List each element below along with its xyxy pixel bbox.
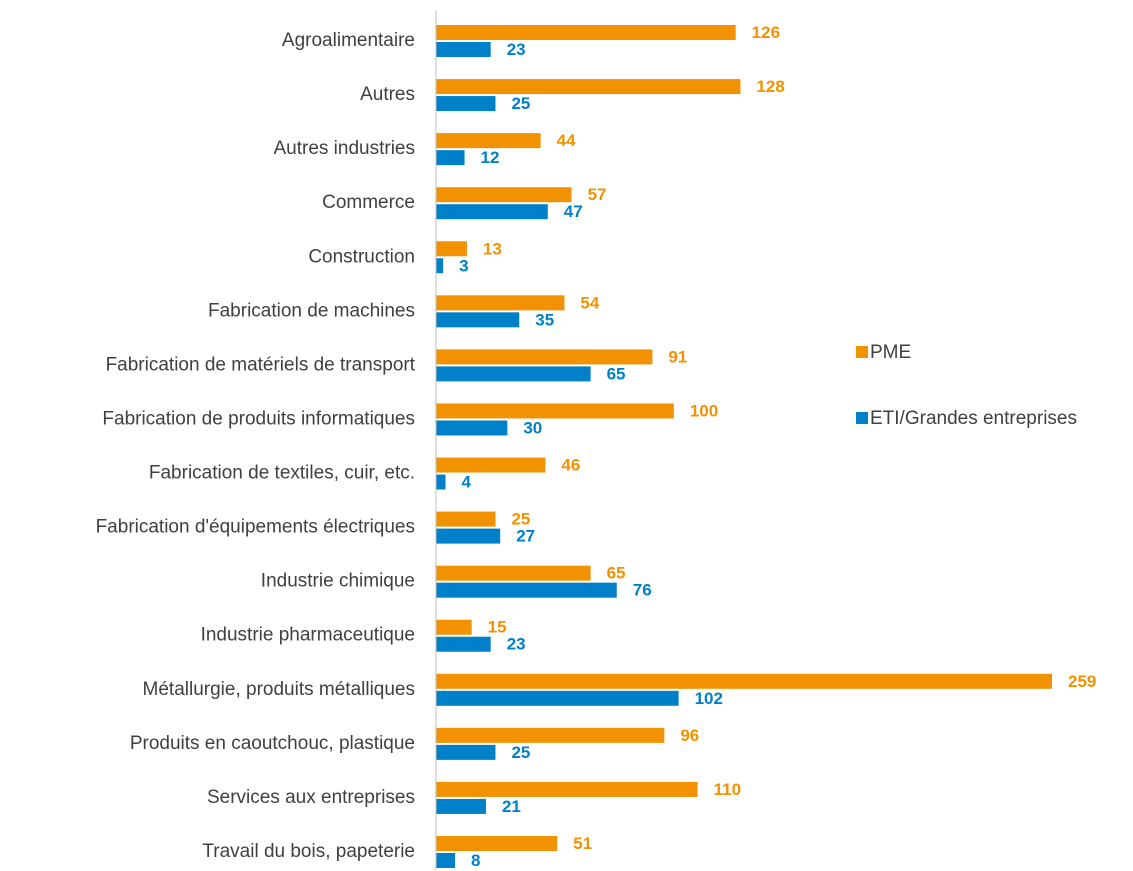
category-label: Autres industries — [273, 138, 415, 159]
category-label: Autres — [360, 84, 415, 105]
data-label: 110 — [714, 780, 741, 799]
data-label: 100 — [690, 401, 718, 420]
data-label: 259 — [1068, 672, 1096, 691]
data-label: 23 — [507, 40, 526, 59]
category-label: Fabrication de produits informatiques — [102, 408, 415, 429]
bar — [436, 312, 520, 328]
bar — [436, 798, 486, 814]
data-label: 8 — [471, 851, 480, 870]
bar — [436, 96, 496, 112]
bar — [436, 474, 446, 490]
bar — [436, 187, 572, 203]
bar — [436, 744, 496, 760]
bar — [436, 295, 565, 311]
data-label: 47 — [564, 202, 583, 221]
data-label: 35 — [535, 310, 554, 329]
bar — [436, 511, 496, 527]
data-label: 96 — [680, 726, 699, 745]
category-label: Industrie chimique — [261, 571, 415, 592]
category-label: Services aux entreprises — [207, 787, 415, 808]
data-label: 128 — [756, 77, 784, 96]
data-label: 46 — [561, 456, 580, 475]
category-label: Fabrication de matériels de transport — [106, 354, 416, 375]
data-label: 4 — [462, 473, 472, 492]
data-label: 23 — [507, 635, 526, 654]
category-label: Fabrication d'équipements électriques — [96, 517, 415, 538]
category-label: Fabrication de machines — [208, 300, 415, 321]
data-label: 54 — [580, 293, 599, 312]
bar — [436, 258, 444, 274]
bar — [436, 781, 698, 797]
bar — [436, 673, 1052, 689]
data-label: 30 — [523, 418, 542, 437]
bar — [436, 366, 591, 382]
data-label: 91 — [668, 347, 687, 366]
bar — [436, 204, 548, 220]
bar — [436, 133, 541, 149]
legend-label: PME — [870, 342, 911, 363]
bar — [436, 528, 501, 544]
bar — [436, 25, 736, 40]
bar — [436, 150, 465, 166]
data-label: 65 — [607, 564, 626, 583]
data-label: 25 — [511, 743, 530, 762]
bar — [436, 420, 508, 436]
bar — [436, 619, 472, 635]
data-label: 102 — [695, 689, 723, 708]
data-label: 44 — [557, 131, 576, 150]
data-label: 13 — [483, 239, 502, 258]
bar — [436, 241, 467, 257]
category-label: Métallurgie, produits métalliques — [143, 679, 415, 700]
data-label: 126 — [752, 23, 780, 42]
bar — [436, 403, 674, 419]
bar — [436, 690, 679, 706]
data-label: 15 — [488, 618, 507, 637]
data-label: 76 — [633, 581, 652, 600]
bar — [436, 349, 653, 365]
data-label: 27 — [516, 527, 535, 546]
data-label: 3 — [459, 256, 468, 275]
data-label: 51 — [573, 834, 592, 853]
bar — [436, 79, 741, 95]
data-label: 57 — [588, 185, 607, 204]
bar — [436, 836, 558, 851]
legend-swatch — [856, 412, 868, 424]
data-label: 12 — [481, 148, 500, 167]
category-label: Agroalimentaire — [282, 30, 415, 51]
bar — [436, 727, 665, 743]
category-label: Travail du bois, papeterie — [202, 841, 415, 862]
bar — [436, 636, 491, 652]
category-label: Fabrication de textiles, cuir, etc. — [149, 463, 415, 484]
legend-label: ETI/Grandes entreprises — [870, 408, 1077, 429]
bar — [436, 853, 456, 868]
category-label: Commerce — [322, 192, 415, 213]
data-label: 25 — [511, 94, 530, 113]
bar — [436, 42, 491, 57]
bar — [436, 582, 617, 598]
bar — [436, 457, 546, 473]
category-label: Industrie pharmaceutique — [201, 625, 415, 646]
data-label: 21 — [502, 797, 521, 816]
category-label: Produits en caoutchouc, plastique — [130, 733, 415, 754]
bar — [436, 565, 591, 581]
data-label: 65 — [607, 364, 626, 383]
data-label: 25 — [511, 510, 530, 529]
legend-swatch — [856, 346, 868, 358]
category-label: Construction — [308, 246, 415, 267]
